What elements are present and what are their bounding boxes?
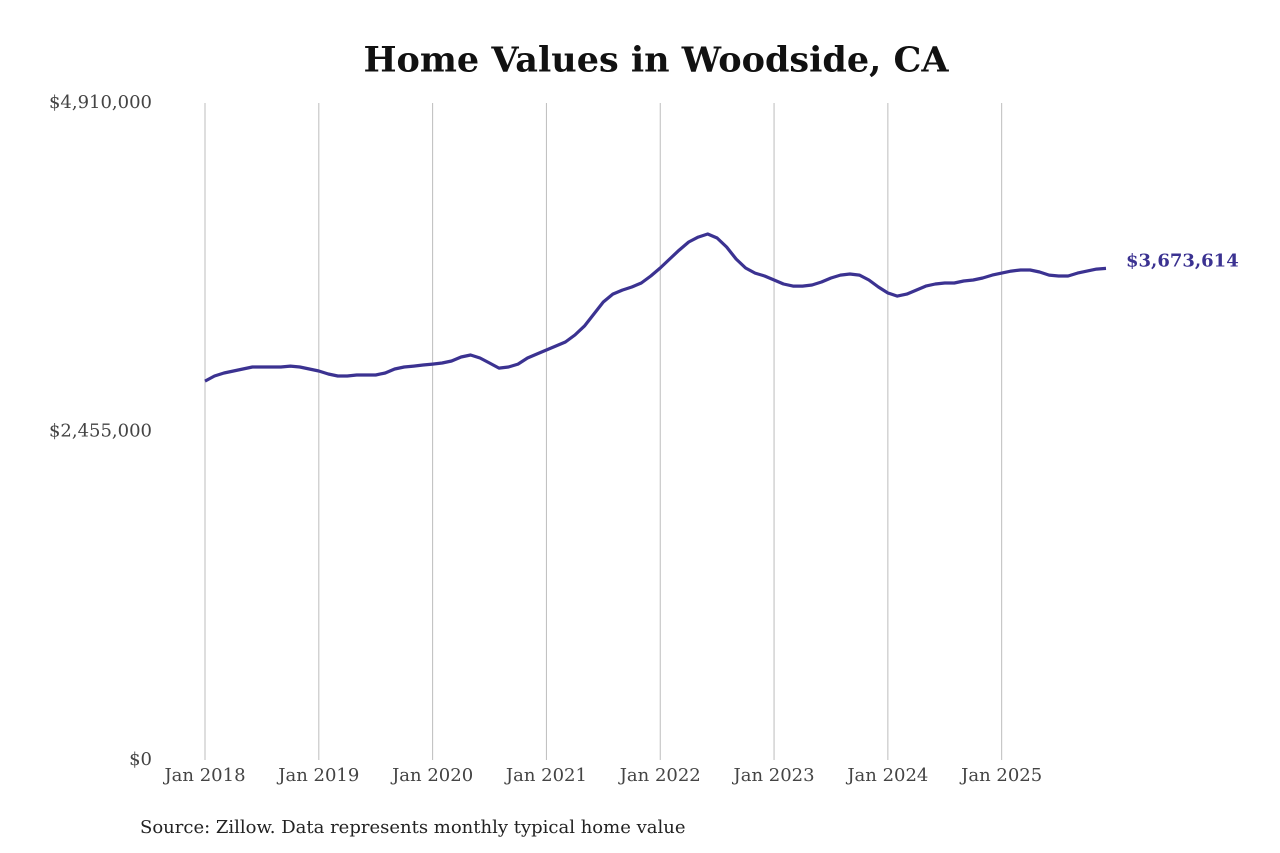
x-tick-label: Jan 2023 — [732, 765, 815, 786]
x-tick-label: Jan 2018 — [162, 765, 245, 786]
x-tick-label: Jan 2019 — [276, 765, 359, 786]
y-tick-label: $4,910,000 — [49, 92, 152, 113]
x-tick-label: Jan 2020 — [390, 765, 473, 786]
chart-title: Home Values in Woodside, CA — [363, 40, 949, 81]
x-tick-label: Jan 2024 — [845, 765, 928, 786]
x-tick-label: Jan 2025 — [959, 765, 1042, 786]
end-value-label: $3,673,614 — [1126, 250, 1239, 271]
series-line — [204, 232, 1107, 383]
x-tick-label: Jan 2021 — [504, 765, 587, 786]
source-note: Source: Zillow. Data represents monthly … — [140, 817, 686, 838]
y-tick-label: $0 — [129, 749, 152, 770]
y-tick-label: $2,455,000 — [49, 421, 152, 442]
x-tick-label: Jan 2022 — [618, 765, 701, 786]
